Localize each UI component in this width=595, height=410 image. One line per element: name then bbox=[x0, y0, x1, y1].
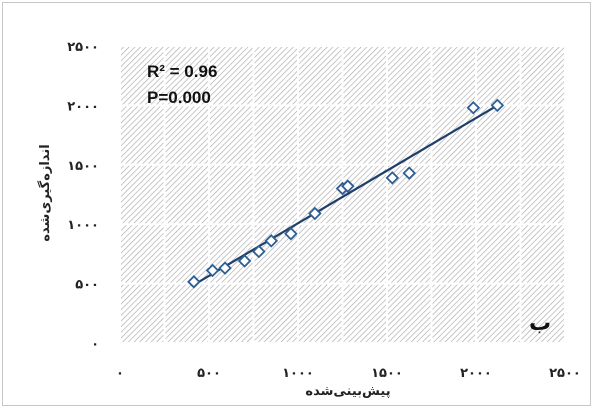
data-point bbox=[205, 263, 220, 278]
chart-frame: ۰ ۵۰۰ ۱۰۰۰ ۱۵۰۰ ۲۰۰۰ ۲۵۰۰ ۰ ۵۰۰ ۱۰۰۰ ۱۵۰۰ ۲۰۰۰ ۲۵۰… bbox=[2, 2, 591, 406]
x-tick-label: ۰ bbox=[116, 366, 124, 381]
y-tick-label: ۱۵۰۰ bbox=[67, 159, 99, 174]
data-point bbox=[252, 244, 266, 259]
scatter-chart: ۰ ۵۰۰ ۱۰۰۰ ۱۵۰۰ ۲۰۰۰ ۲۵۰۰ ۰ ۵۰۰ ۱۰۰۰ ۱۵۰۰ ۲۰۰۰ ۲۵۰… bbox=[37, 40, 581, 399]
y-tick-label: ۰ bbox=[91, 337, 99, 352]
data-points bbox=[187, 98, 505, 289]
data-point bbox=[187, 275, 201, 289]
p-value-label: P=0.000 bbox=[147, 88, 211, 107]
y-tick-label: ۱۰۰۰ bbox=[67, 218, 99, 233]
x-tick-label: ۱۵۰۰ bbox=[371, 366, 403, 381]
r-squared-label: R² = 0.96 bbox=[147, 62, 217, 81]
gridlines bbox=[119, 45, 566, 344]
x-tick-label: ۲۵۰۰ bbox=[549, 366, 581, 381]
x-tick-labels: ۰ ۵۰۰ ۱۰۰۰ ۱۵۰۰ ۲۰۰۰ ۲۵۰۰ bbox=[116, 366, 581, 381]
x-tick-label: ۲۰۰۰ bbox=[460, 366, 492, 381]
data-point bbox=[218, 261, 232, 275]
data-point bbox=[308, 206, 322, 221]
data-point bbox=[385, 171, 400, 185]
data-point bbox=[237, 254, 252, 268]
data-point bbox=[284, 226, 298, 241]
y-tick-label: ۲۰۰۰ bbox=[67, 99, 99, 114]
x-axis-title: پیش‌بینی‌شده bbox=[305, 384, 390, 399]
data-point bbox=[466, 101, 481, 115]
panel-label: ب bbox=[529, 311, 551, 336]
x-tick-label: ۱۰۰۰ bbox=[282, 366, 314, 381]
data-point bbox=[341, 179, 355, 193]
y-tick-label: ۲۵۰۰ bbox=[67, 40, 99, 55]
y-tick-label: ۵۰۰ bbox=[75, 278, 99, 293]
data-point bbox=[402, 166, 417, 180]
data-point bbox=[490, 98, 505, 113]
data-point bbox=[264, 234, 279, 248]
y-axis-title: اندازه‌گیری‌شده bbox=[37, 144, 53, 241]
y-tick-labels: ۰ ۵۰۰ ۱۰۰۰ ۱۵۰۰ ۲۰۰۰ ۲۵۰۰ bbox=[67, 40, 99, 352]
x-tick-label: ۵۰۰ bbox=[197, 366, 221, 381]
